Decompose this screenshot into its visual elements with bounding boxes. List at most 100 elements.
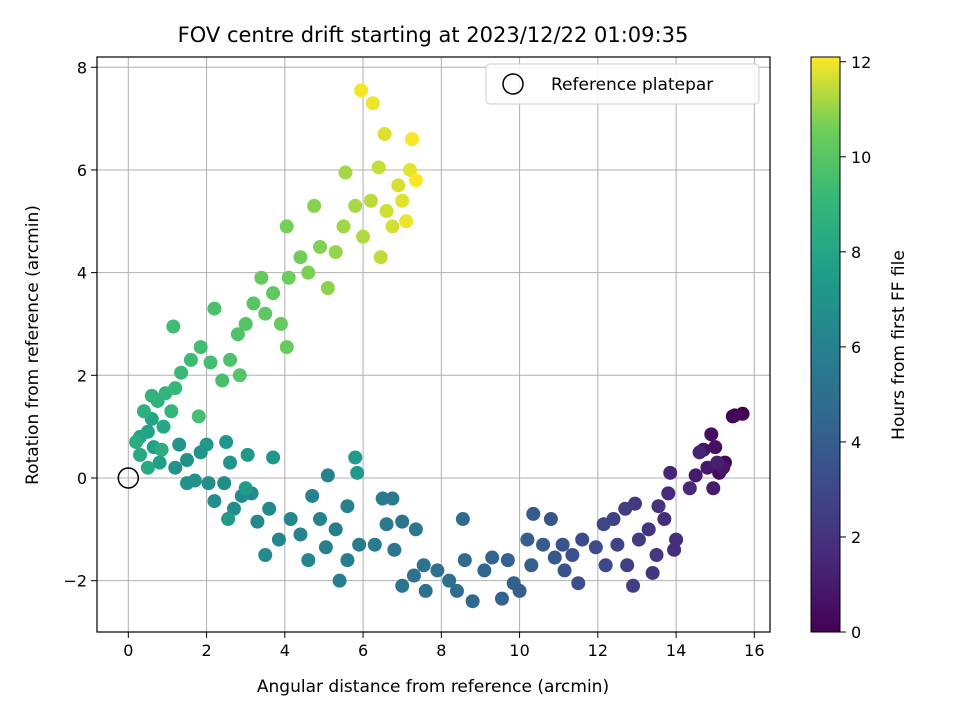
data-point [704,427,719,442]
data-point [395,578,410,593]
data-point [403,162,418,177]
data-point [375,491,390,506]
data-point [279,219,294,234]
colorbar-tick-label: 0 [851,623,861,642]
data-point [661,486,676,501]
data-point [266,286,281,301]
data-point [348,198,363,213]
data-point [215,373,230,388]
data-point [328,522,343,537]
data-point [588,540,603,555]
data-point [203,355,218,370]
data-point [140,460,155,475]
data-point [641,522,656,537]
colorbar-tick-label: 2 [851,528,861,547]
colorbar-tick-label: 6 [851,338,861,357]
data-point [168,381,183,396]
data-point [340,553,355,568]
x-tick-label: 2 [201,641,211,660]
data-point [663,465,678,480]
data-point [618,501,633,516]
data-point [258,547,273,562]
data-point [575,532,590,547]
data-point [262,501,277,516]
data-point [708,440,723,455]
data-point [379,204,394,219]
reference-platepar-marker [117,467,140,489]
data-point [301,553,316,568]
data-point [320,468,335,483]
colorbar-tick-label: 12 [851,53,871,72]
data-point [313,512,328,527]
data-point [457,553,472,568]
legend-label: Reference platepar [551,75,713,95]
data-point [371,160,386,175]
data-point [340,499,355,514]
data-point [266,450,281,465]
data-point [391,178,406,193]
y-tick-label: 4 [77,264,87,283]
data-point [191,409,206,424]
data-point [667,542,682,557]
data-point [174,365,189,380]
data-point [129,435,144,450]
data-point [710,455,725,470]
data-point [258,306,273,321]
colorbar: 0 2 4 6 8 10 12 Hours from first FF file [810,53,909,642]
data-point [318,540,333,555]
colorbar-tick-label: 4 [851,433,861,452]
y-tick-label: 8 [77,58,87,77]
data-point [199,437,214,452]
data-point [207,301,222,316]
data-point [379,517,394,532]
data-point [328,245,343,260]
data-point [367,537,382,552]
data-point [465,594,480,609]
x-tick-label: 12 [588,641,608,660]
data-point [526,506,541,521]
data-point [385,491,400,506]
legend-marker-icon [502,73,524,95]
x-tick-label: 16 [744,641,764,660]
data-point [152,455,167,470]
x-tick-label: 0 [123,641,133,660]
data-point [494,591,509,606]
y-tick-label: −2 [63,572,87,591]
data-point [395,193,410,208]
data-point [223,352,238,367]
data-point [455,512,470,527]
data-point [226,501,241,516]
data-point [408,173,423,188]
data-point [238,481,253,496]
data-point [536,537,551,552]
data-point [254,270,269,285]
x-tick-label: 4 [280,641,290,660]
data-point [406,568,421,583]
data-point [449,583,464,598]
data-point [144,388,159,403]
data-point [399,214,414,229]
data-point [430,563,445,578]
data-point [727,408,742,423]
x-tick-label: 14 [666,641,686,660]
data-point [524,558,539,573]
data-point [271,532,286,547]
data-point [385,219,400,234]
data-point [387,542,402,557]
data-point [506,576,521,591]
data-point [626,578,641,593]
colorbar-gradient [810,56,841,633]
plot-frame [96,56,771,633]
data-point [477,563,492,578]
data-point [682,481,697,496]
data-point [164,404,179,419]
data-point [500,553,515,568]
y-tick-label: 6 [77,161,87,180]
data-point [651,499,666,514]
data-point [279,340,294,355]
data-point [373,250,388,265]
data-point [557,563,572,578]
data-point [221,512,236,527]
data-point [645,565,660,580]
